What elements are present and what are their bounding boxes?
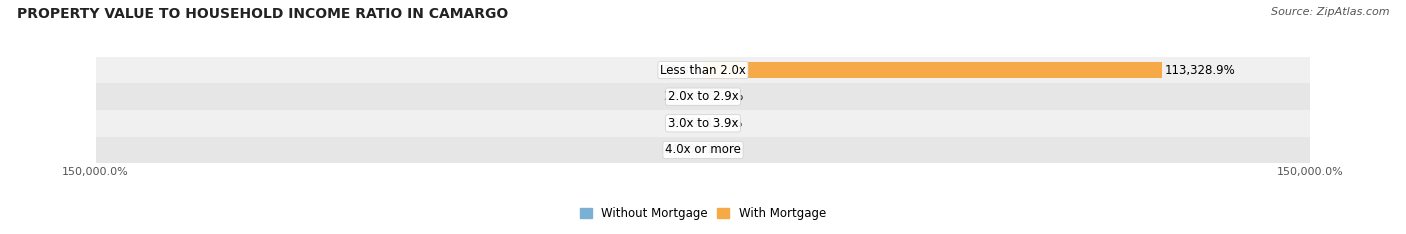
Text: 4.0x or more: 4.0x or more	[665, 143, 741, 157]
Text: Less than 2.0x: Less than 2.0x	[659, 63, 747, 77]
Text: 2.0x to 2.9x: 2.0x to 2.9x	[668, 90, 738, 103]
Text: 66.3%: 66.3%	[706, 90, 742, 103]
Text: Source: ZipAtlas.com: Source: ZipAtlas.com	[1271, 7, 1389, 17]
Text: PROPERTY VALUE TO HOUSEHOLD INCOME RATIO IN CAMARGO: PROPERTY VALUE TO HOUSEHOLD INCOME RATIO…	[17, 7, 508, 21]
Text: 15.7%: 15.7%	[706, 117, 742, 130]
Bar	[703, 62, 1161, 78]
Text: 24.7%: 24.7%	[664, 90, 700, 103]
Text: 14.8%: 14.8%	[664, 143, 700, 157]
Text: 3.0x to 3.9x: 3.0x to 3.9x	[668, 117, 738, 130]
Text: 56.8%: 56.8%	[664, 63, 700, 77]
Bar	[96, 137, 1310, 163]
Text: 3.7%: 3.7%	[671, 117, 700, 130]
Legend: Without Mortgage, With Mortgage: Without Mortgage, With Mortgage	[581, 207, 825, 220]
Bar	[96, 83, 1310, 110]
Text: 10.8%: 10.8%	[706, 143, 742, 157]
Bar	[96, 57, 1310, 83]
Bar	[96, 110, 1310, 137]
Text: 113,328.9%: 113,328.9%	[1164, 63, 1234, 77]
